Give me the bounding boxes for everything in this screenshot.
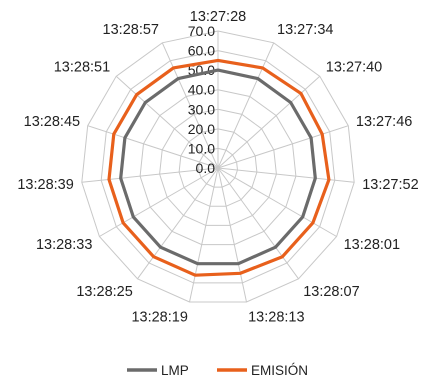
tick-label: 0.0: [196, 160, 216, 176]
tick-label: 30.0: [188, 101, 215, 117]
legend-label: LMP: [161, 363, 189, 378]
grid-spoke: [217, 167, 299, 280]
category-label: 13:28:07: [303, 284, 359, 300]
radar-series: [107, 58, 331, 277]
category-label: 13:27:28: [190, 9, 246, 25]
grid-spoke: [217, 167, 247, 303]
category-label: 13:28:57: [103, 22, 159, 38]
grid-ring: [159, 108, 277, 226]
category-label: 13:27:40: [326, 59, 382, 75]
category-label: 13:28:25: [76, 284, 132, 300]
grid-spoke: [217, 125, 349, 169]
series-emisi-n-line: [107, 58, 331, 277]
grid-spoke: [87, 125, 219, 169]
category-label: 13:28:39: [17, 177, 73, 193]
grid-spoke: [217, 75, 321, 169]
category-label: 13:28:01: [344, 237, 400, 253]
tick-label: 10.0: [188, 140, 215, 156]
tick-label: 70.0: [188, 23, 215, 39]
grid-spoke: [99, 167, 219, 237]
category-label: 13:28:33: [36, 237, 92, 253]
category-label: 13:28:13: [248, 310, 304, 326]
grid-spoke: [217, 42, 275, 169]
grid-ring: [139, 89, 297, 246]
grid-spoke: [115, 75, 219, 169]
grid-spoke: [217, 167, 337, 237]
radial-axis-ticks: 0.010.020.030.040.050.060.070.0: [188, 23, 215, 176]
category-label: 13:27:34: [277, 22, 333, 38]
grid-ring: [81, 30, 355, 303]
category-label: 13:27:52: [362, 177, 418, 193]
series-lmp-line: [119, 68, 317, 266]
category-label: 13:28:19: [131, 310, 187, 326]
legend: LMP EMISIÓN: [127, 363, 308, 378]
legend-label: EMISIÓN: [251, 363, 308, 378]
grid-ring: [178, 128, 258, 207]
grid-spoke: [189, 167, 219, 303]
tick-label: 60.0: [188, 43, 215, 59]
category-label: 13:28:51: [54, 59, 110, 75]
radar-grid: [81, 30, 355, 303]
grid-spoke: [81, 167, 219, 183]
grid-spoke: [137, 167, 219, 280]
grid-spoke: [217, 167, 355, 183]
grid-ring: [100, 50, 336, 284]
category-label: 13:27:46: [356, 114, 412, 130]
category-labels: 13:27:28 13:27:34 13:27:40 13:27:46 13:27:52…: [17, 9, 418, 326]
grid-ring: [197, 147, 239, 188]
tick-label: 40.0: [188, 82, 215, 98]
grid-spoke: [161, 42, 219, 169]
tick-label: 20.0: [188, 121, 215, 137]
category-label: 13:28:45: [24, 114, 80, 130]
